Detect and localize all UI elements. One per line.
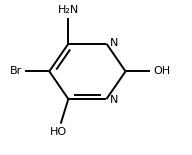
Text: OH: OH (153, 66, 170, 76)
Text: N: N (110, 38, 118, 48)
Text: HO: HO (50, 127, 67, 137)
Text: N: N (110, 95, 118, 105)
Text: H₂N: H₂N (58, 4, 79, 15)
Text: Br: Br (9, 66, 22, 76)
